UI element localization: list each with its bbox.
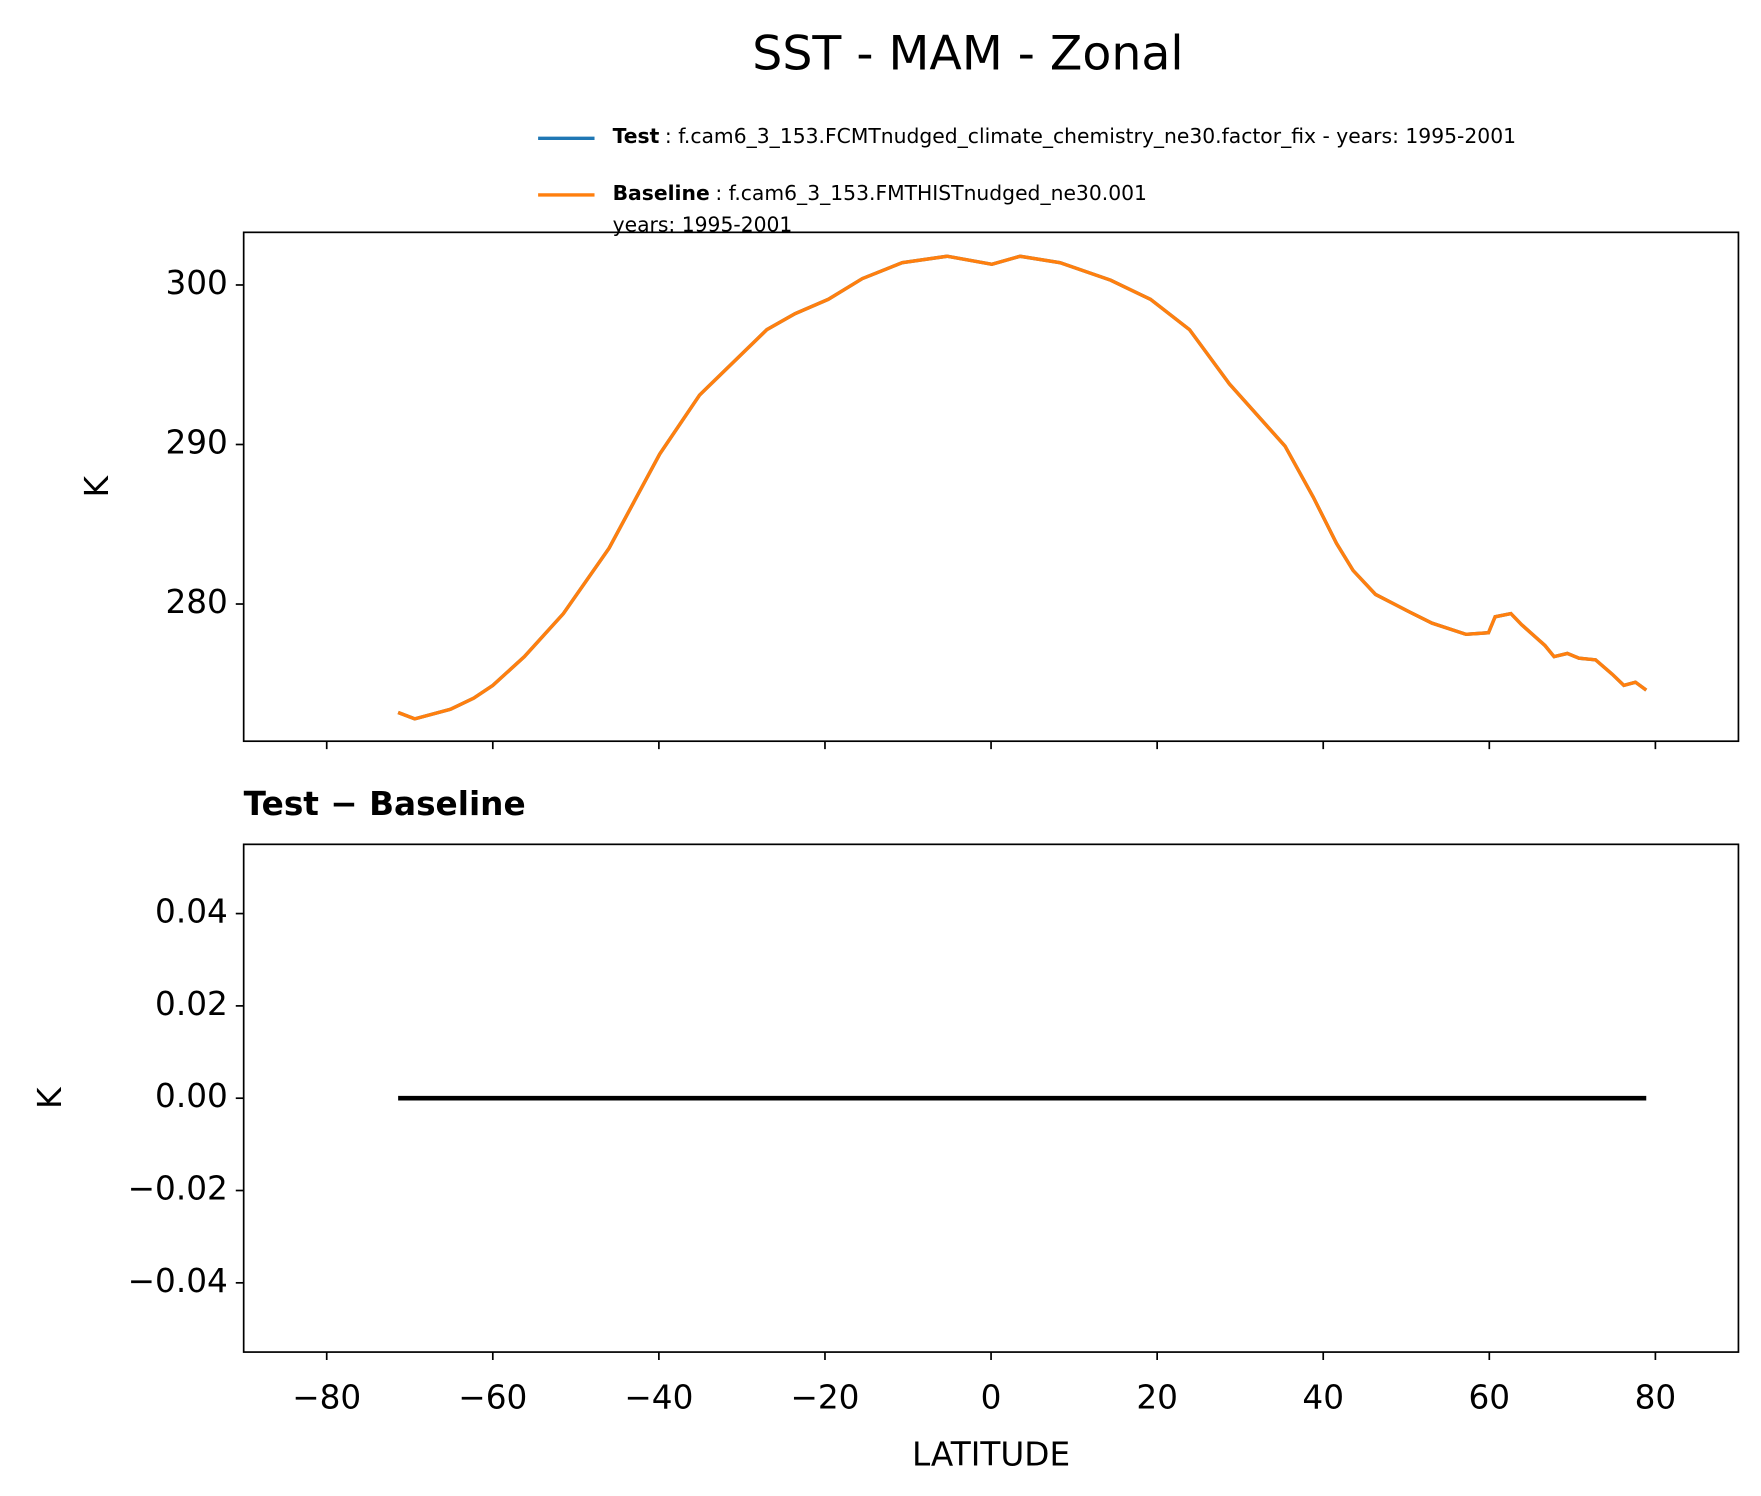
x-tick-label: 20 xyxy=(1136,1379,1178,1417)
legend-text: : f.cam6_3_153.FCMTnudged_climate_chemis… xyxy=(665,124,1516,149)
legend-name: Test xyxy=(613,124,660,148)
legend-label: Baseline: f.cam6_3_153.FMTHISTnudged_ne3… xyxy=(613,181,1147,237)
chart-title: SST - MAM - Zonal xyxy=(752,27,1183,82)
y-tick-label: 290 xyxy=(165,423,227,461)
legend-label: Test: f.cam6_3_153.FCMTnudged_climate_ch… xyxy=(613,124,1516,149)
x-tick-label: 0 xyxy=(981,1379,1002,1417)
x-tick-label: −20 xyxy=(790,1379,859,1417)
axes-frame xyxy=(242,231,1740,743)
y-tick-label: 0.02 xyxy=(155,985,228,1023)
x-axis-label: LATITUDE xyxy=(912,1435,1070,1473)
axes-frame xyxy=(242,843,1740,1353)
subplot-title: Test − Baseline xyxy=(244,785,526,823)
y-tick-label: 0.04 xyxy=(155,893,228,931)
y-tick-label: −0.04 xyxy=(128,1262,228,1300)
x-tick-label: 40 xyxy=(1302,1379,1344,1417)
y-axis-label: K xyxy=(31,1086,69,1109)
x-tick-label: 60 xyxy=(1468,1379,1510,1417)
y-axis-label: K xyxy=(78,474,116,497)
x-tick-label: 80 xyxy=(1635,1379,1677,1417)
y-tick-label: −0.02 xyxy=(128,1169,228,1207)
x-tick-label: −40 xyxy=(624,1379,693,1417)
data-line xyxy=(397,254,1648,721)
x-tick-label: −80 xyxy=(292,1379,361,1417)
y-tick-label: 300 xyxy=(165,264,227,302)
legend-name: Baseline xyxy=(613,181,710,205)
x-tick-label: −60 xyxy=(458,1379,527,1417)
data-line xyxy=(397,254,1648,721)
legend-text: : f.cam6_3_153.FMTHISTnudged_ne30.001 xyxy=(715,181,1147,206)
y-tick-label: 0.00 xyxy=(155,1077,228,1115)
y-tick-label: 280 xyxy=(165,583,227,621)
